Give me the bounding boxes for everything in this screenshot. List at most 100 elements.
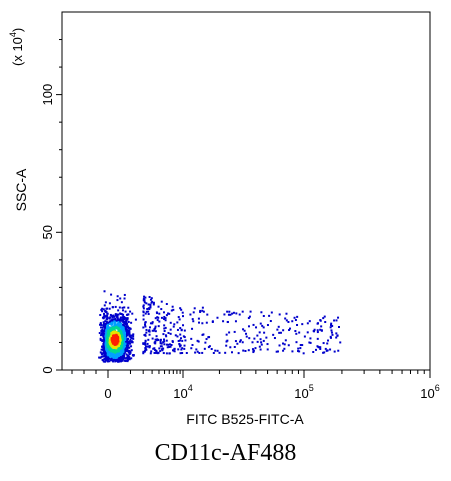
data-point xyxy=(169,345,172,348)
data-point xyxy=(152,301,155,304)
data-point xyxy=(121,319,124,322)
data-point xyxy=(262,326,265,329)
data-point xyxy=(102,345,105,348)
x-tick-label: 0 xyxy=(104,386,111,401)
data-point xyxy=(155,349,158,352)
data-point xyxy=(154,317,157,320)
data-point xyxy=(294,319,297,322)
data-point xyxy=(245,332,248,335)
data-point xyxy=(190,337,193,340)
data-point xyxy=(119,360,122,363)
data-point xyxy=(110,323,113,326)
data-point xyxy=(169,332,172,335)
data-point xyxy=(117,309,120,312)
data-point xyxy=(329,348,332,351)
data-point xyxy=(308,320,311,323)
data-point xyxy=(165,335,168,338)
data-point xyxy=(266,324,269,327)
data-point xyxy=(170,344,173,347)
data-point xyxy=(105,357,108,360)
data-point xyxy=(174,334,177,337)
data-point xyxy=(109,348,112,351)
data-point xyxy=(255,326,258,329)
data-point xyxy=(105,311,108,314)
data-point xyxy=(229,346,232,349)
data-point xyxy=(148,330,151,333)
data-point xyxy=(126,359,129,362)
data-point xyxy=(335,332,338,335)
data-point xyxy=(254,347,257,350)
data-point xyxy=(123,339,126,342)
data-point xyxy=(276,328,279,331)
data-point xyxy=(144,323,147,326)
data-point xyxy=(226,321,229,324)
data-point xyxy=(124,340,127,343)
data-point xyxy=(142,297,145,300)
data-point xyxy=(156,352,159,355)
data-point xyxy=(106,352,109,355)
data-point xyxy=(191,327,194,330)
data-point xyxy=(143,301,146,304)
data-point xyxy=(234,320,237,323)
data-point xyxy=(108,335,111,338)
data-point xyxy=(126,349,129,352)
data-point xyxy=(167,343,170,346)
data-point xyxy=(331,333,334,336)
data-point xyxy=(147,310,150,313)
data-point xyxy=(335,319,338,322)
data-point xyxy=(108,320,111,323)
data-point xyxy=(196,339,199,342)
data-point xyxy=(118,338,121,341)
data-point xyxy=(142,352,145,355)
data-point xyxy=(145,302,148,305)
data-point xyxy=(121,359,124,362)
data-point xyxy=(179,345,182,348)
data-point xyxy=(173,347,176,350)
data-point xyxy=(259,338,262,341)
data-point xyxy=(123,297,126,300)
data-point xyxy=(225,344,228,347)
x-axis-label: FITC B525-FITC-A xyxy=(186,411,304,427)
data-point xyxy=(201,306,204,309)
data-point xyxy=(164,326,167,329)
data-point xyxy=(180,348,183,351)
data-point xyxy=(113,325,116,328)
data-point xyxy=(130,349,133,352)
data-point xyxy=(202,310,205,313)
data-point xyxy=(115,352,118,355)
data-point xyxy=(319,328,322,331)
data-point xyxy=(142,310,145,313)
data-point xyxy=(163,315,166,318)
data-point xyxy=(244,349,247,352)
data-point xyxy=(173,323,176,326)
data-point xyxy=(149,352,152,355)
data-point xyxy=(336,334,339,337)
data-point xyxy=(181,311,184,314)
data-point xyxy=(287,344,290,347)
data-point xyxy=(210,348,213,351)
data-point xyxy=(317,322,320,325)
data-point xyxy=(183,336,186,339)
data-point xyxy=(102,355,105,358)
data-point xyxy=(131,334,134,337)
data-point xyxy=(119,344,122,347)
data-point xyxy=(106,360,109,363)
data-point xyxy=(148,345,151,348)
data-point xyxy=(160,300,163,303)
data-point xyxy=(284,339,287,342)
data-point xyxy=(297,347,300,350)
data-point xyxy=(122,331,125,334)
data-point xyxy=(297,350,300,353)
data-point xyxy=(272,333,275,336)
y-axis-multiplier: (x 104) xyxy=(8,28,25,66)
data-point xyxy=(184,339,187,342)
data-point xyxy=(323,351,326,354)
data-point xyxy=(121,309,124,312)
data-point xyxy=(120,349,123,352)
data-point xyxy=(153,351,156,354)
data-point xyxy=(102,321,105,324)
data-point xyxy=(108,332,111,335)
data-point xyxy=(249,310,252,313)
data-point xyxy=(331,324,334,327)
data-point xyxy=(146,307,149,310)
